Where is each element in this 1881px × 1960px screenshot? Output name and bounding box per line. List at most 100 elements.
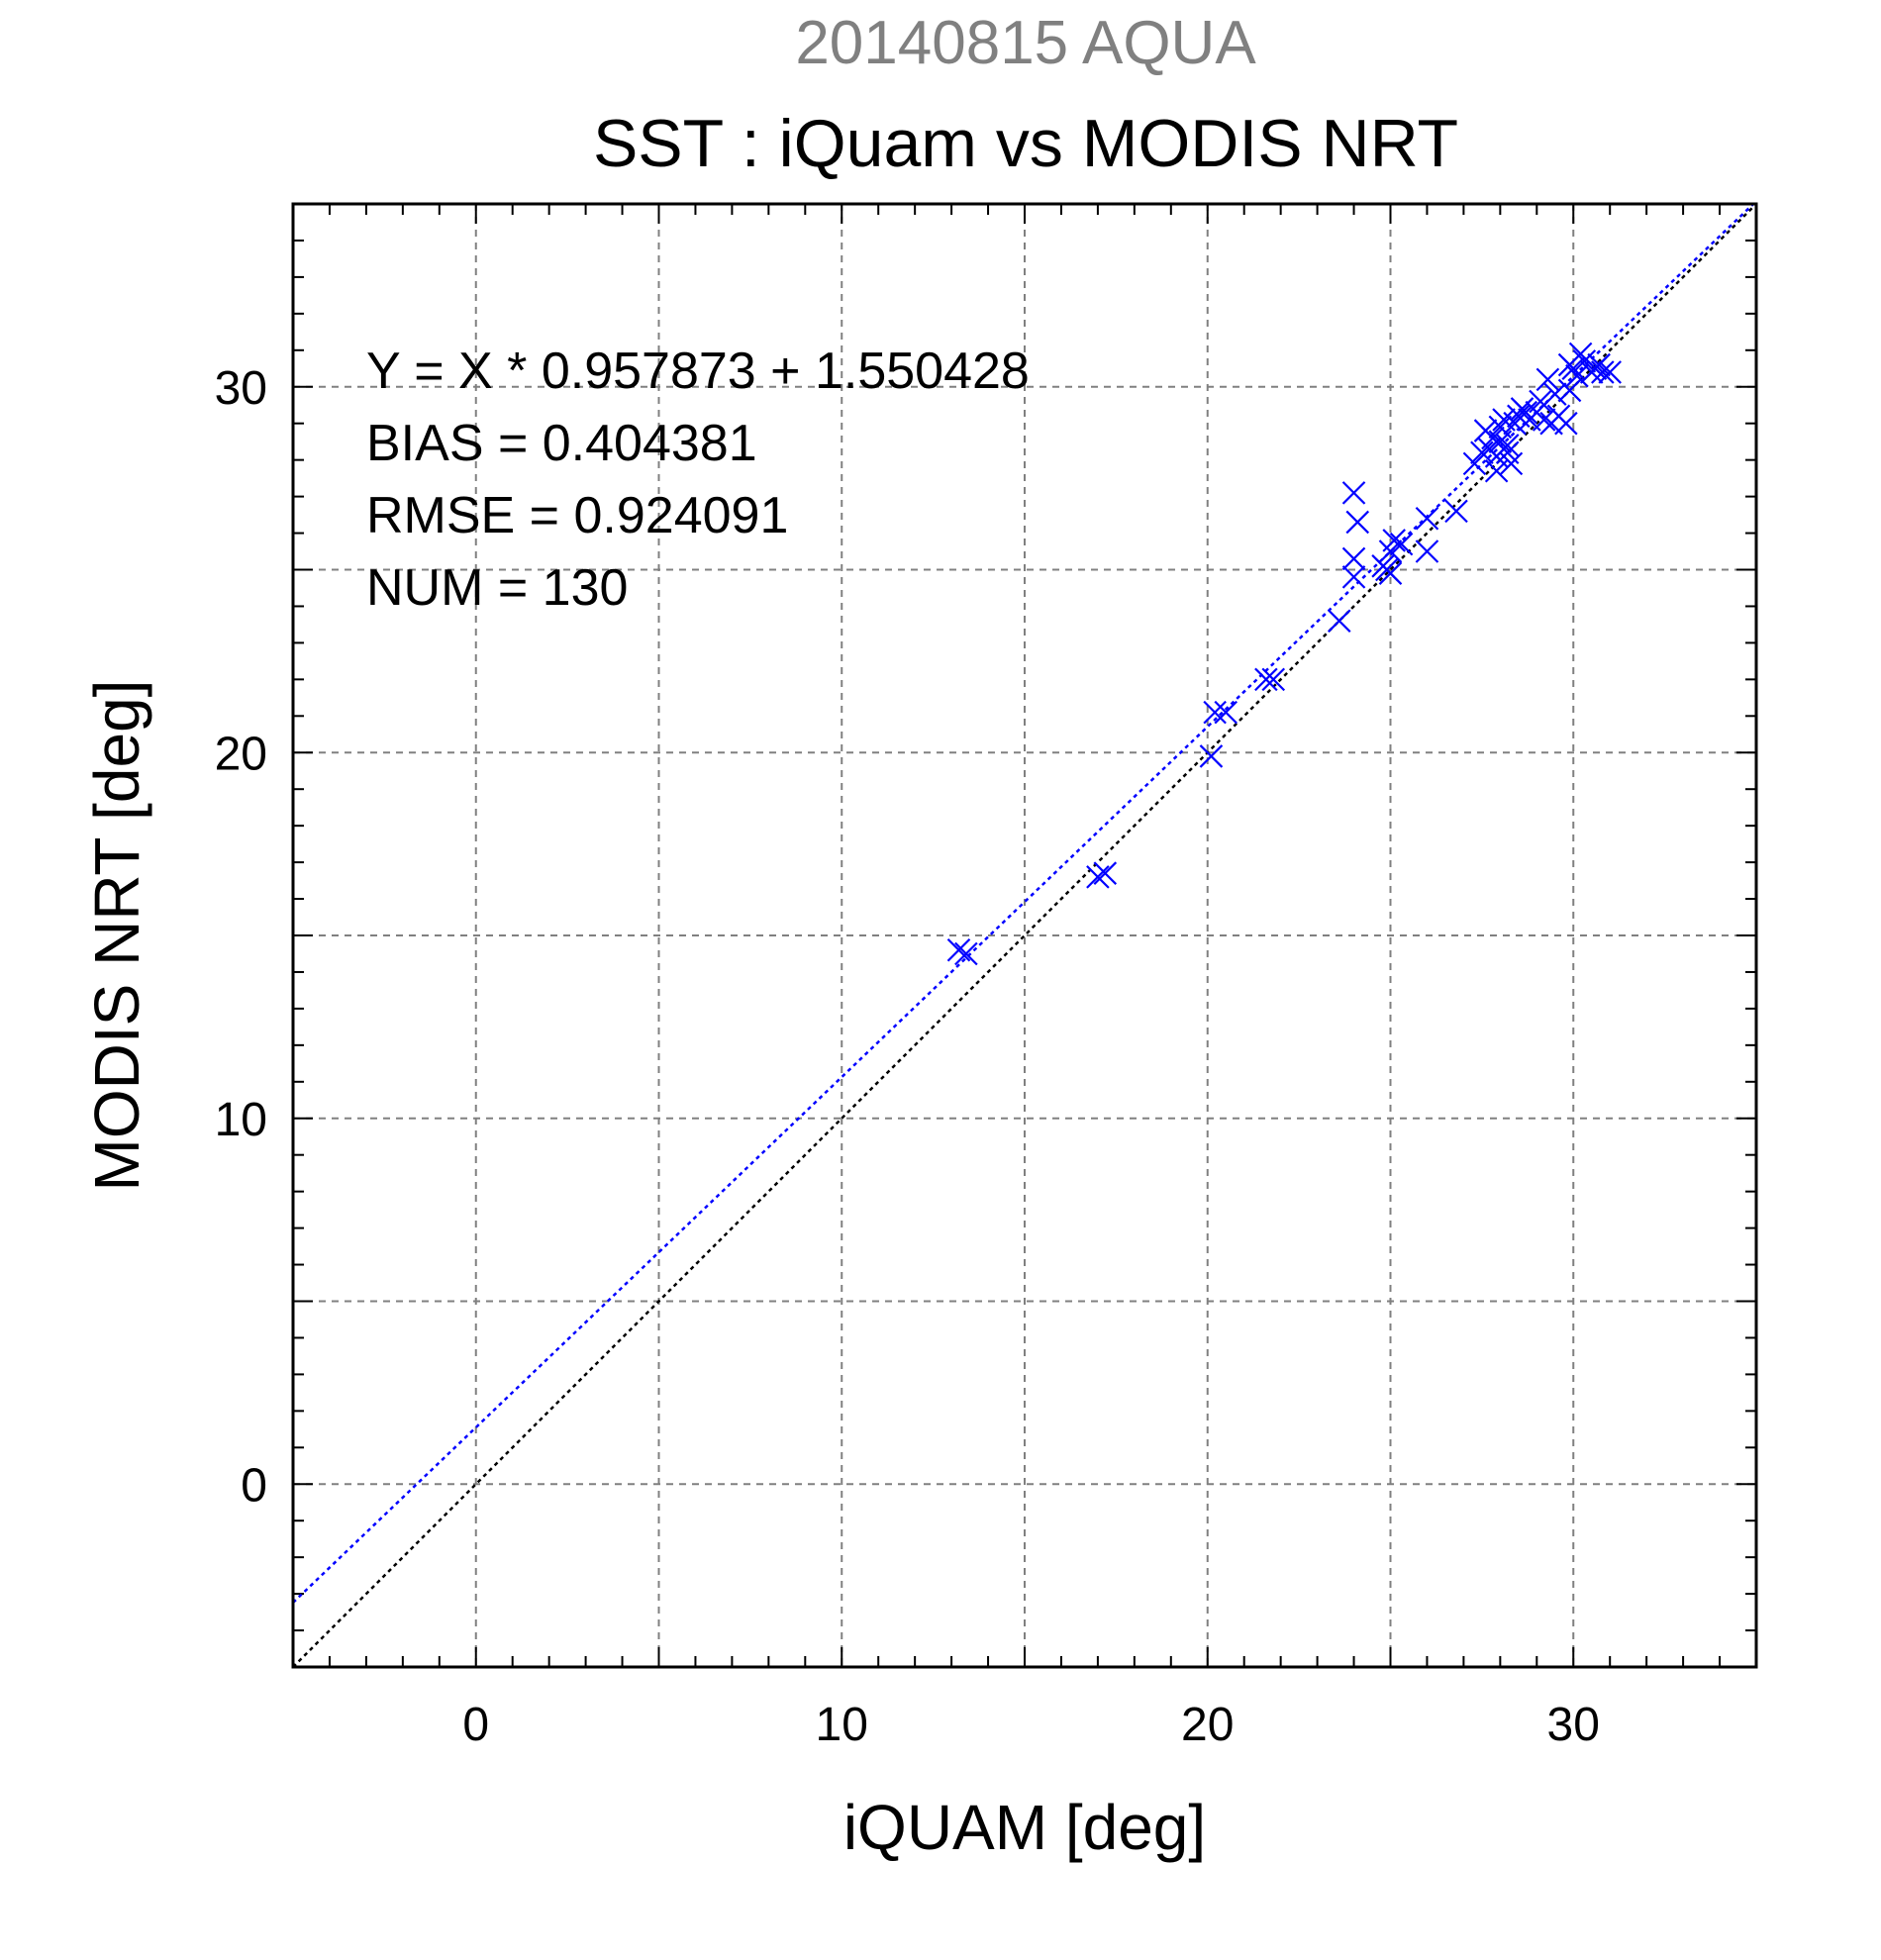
data-point-stroke <box>1341 481 1366 505</box>
data-point <box>1514 400 1537 425</box>
statistics-box: Y = X * 0.957873 + 1.550428 BIAS = 0.404… <box>366 343 1030 617</box>
data-point <box>1341 481 1366 505</box>
y-tick-label: 20 <box>215 728 267 780</box>
y-tick-label: 0 <box>241 1459 267 1512</box>
data-point-stroke <box>1529 389 1552 414</box>
x-tick-label: 0 <box>462 1699 489 1751</box>
data-point-stroke <box>1345 510 1370 535</box>
data-point-stroke <box>1415 539 1439 563</box>
data-point-stroke <box>1565 363 1589 388</box>
data-point-stroke <box>954 941 978 966</box>
data-point-stroke <box>1261 667 1286 692</box>
data-point <box>1542 382 1567 406</box>
data-point-stroke <box>1199 744 1224 768</box>
y-tick-labels: 0 10 20 30 <box>215 362 267 1513</box>
chart-title: SST : iQuam vs MODIS NRT <box>593 106 1458 181</box>
data-point <box>1572 349 1597 373</box>
data-point-stroke <box>1572 349 1597 373</box>
data-point-stroke <box>1214 700 1238 725</box>
data-point <box>1591 360 1615 384</box>
x-tick-labels: 0 10 20 30 <box>462 1699 1600 1751</box>
data-point <box>1261 667 1286 692</box>
data-point-stroke <box>1532 408 1556 432</box>
data-point <box>1598 360 1622 384</box>
data-point <box>1565 363 1589 388</box>
data-point-stroke <box>1444 499 1468 524</box>
data-point <box>1378 561 1403 585</box>
data-point-stroke <box>1568 342 1593 366</box>
rmse-value: RMSE = 0.924091 <box>366 487 788 544</box>
data-point <box>946 938 971 962</box>
data-point-stroke <box>1587 352 1611 377</box>
data-point <box>1203 700 1227 725</box>
data-point-stroke <box>1561 356 1586 381</box>
data-point <box>1415 539 1439 563</box>
data-point-stroke <box>1539 411 1563 436</box>
data-point-stroke <box>1341 546 1366 571</box>
data-point <box>1327 609 1351 634</box>
data-point <box>1568 342 1593 366</box>
data-point-stroke <box>946 938 971 962</box>
data-point-stroke <box>1086 865 1110 889</box>
data-point-stroke <box>1415 506 1439 531</box>
y-tick-label: 30 <box>215 362 267 415</box>
data-point-stroke <box>1488 430 1513 453</box>
x-tick-label: 30 <box>1547 1699 1600 1751</box>
data-point-stroke <box>1327 609 1351 634</box>
data-point-stroke <box>1378 561 1403 585</box>
bias-value: BIAS = 0.404381 <box>366 415 757 472</box>
data-point-stroke <box>1093 861 1118 885</box>
data-point-stroke <box>1389 532 1414 556</box>
chart-subtitle: 20140815 AQUA <box>795 9 1256 77</box>
fit-equation: Y = X * 0.957873 + 1.550428 <box>366 343 1030 400</box>
data-point <box>1199 744 1224 768</box>
data-point <box>1495 434 1520 457</box>
data-point <box>1214 700 1238 725</box>
data-point-stroke <box>1591 360 1615 384</box>
data-point-stroke <box>1341 565 1366 589</box>
data-point <box>954 941 978 966</box>
data-point <box>1470 441 1494 465</box>
data-point <box>1488 430 1513 453</box>
minor-ticks <box>293 204 1756 1667</box>
data-point-stroke <box>1473 419 1498 442</box>
data-point-stroke <box>1598 360 1622 384</box>
num-value: NUM = 130 <box>366 559 628 617</box>
data-point <box>1444 499 1468 524</box>
data-point <box>1539 411 1563 436</box>
y-axis-label: MODIS NRT [deg] <box>81 680 152 1192</box>
data-point <box>1382 529 1406 552</box>
data-point <box>1499 451 1524 476</box>
data-point <box>1532 408 1556 432</box>
y-tick-label: 10 <box>215 1094 267 1146</box>
data-point <box>1086 865 1110 889</box>
data-point <box>1389 532 1414 556</box>
data-point-stroke <box>1507 404 1531 429</box>
data-point-stroke <box>1557 378 1582 403</box>
data-point-stroke <box>1254 667 1278 692</box>
data-point <box>1587 352 1611 377</box>
data-point <box>1254 667 1278 692</box>
data-points <box>946 342 1622 966</box>
data-point <box>1557 378 1582 403</box>
data-point-stroke <box>1470 441 1494 465</box>
x-tick-label: 10 <box>816 1699 868 1751</box>
data-point-stroke <box>1542 382 1567 406</box>
data-point <box>1529 389 1552 414</box>
data-point-stroke <box>1382 529 1406 552</box>
data-point <box>1093 861 1118 885</box>
data-point-stroke <box>1492 408 1516 432</box>
data-point-stroke <box>1535 367 1560 392</box>
data-point <box>1561 356 1586 381</box>
data-point <box>1341 546 1366 571</box>
data-point-stroke <box>1203 700 1227 725</box>
data-point <box>1341 565 1366 589</box>
x-axis-label: iQUAM [deg] <box>843 1792 1206 1863</box>
data-point-stroke <box>1514 400 1537 425</box>
data-point-stroke <box>1499 451 1524 476</box>
plot-frame <box>291 202 1758 1669</box>
data-point-stroke <box>1495 434 1520 457</box>
x-tick-label: 20 <box>1181 1699 1234 1751</box>
data-point <box>1473 419 1498 442</box>
